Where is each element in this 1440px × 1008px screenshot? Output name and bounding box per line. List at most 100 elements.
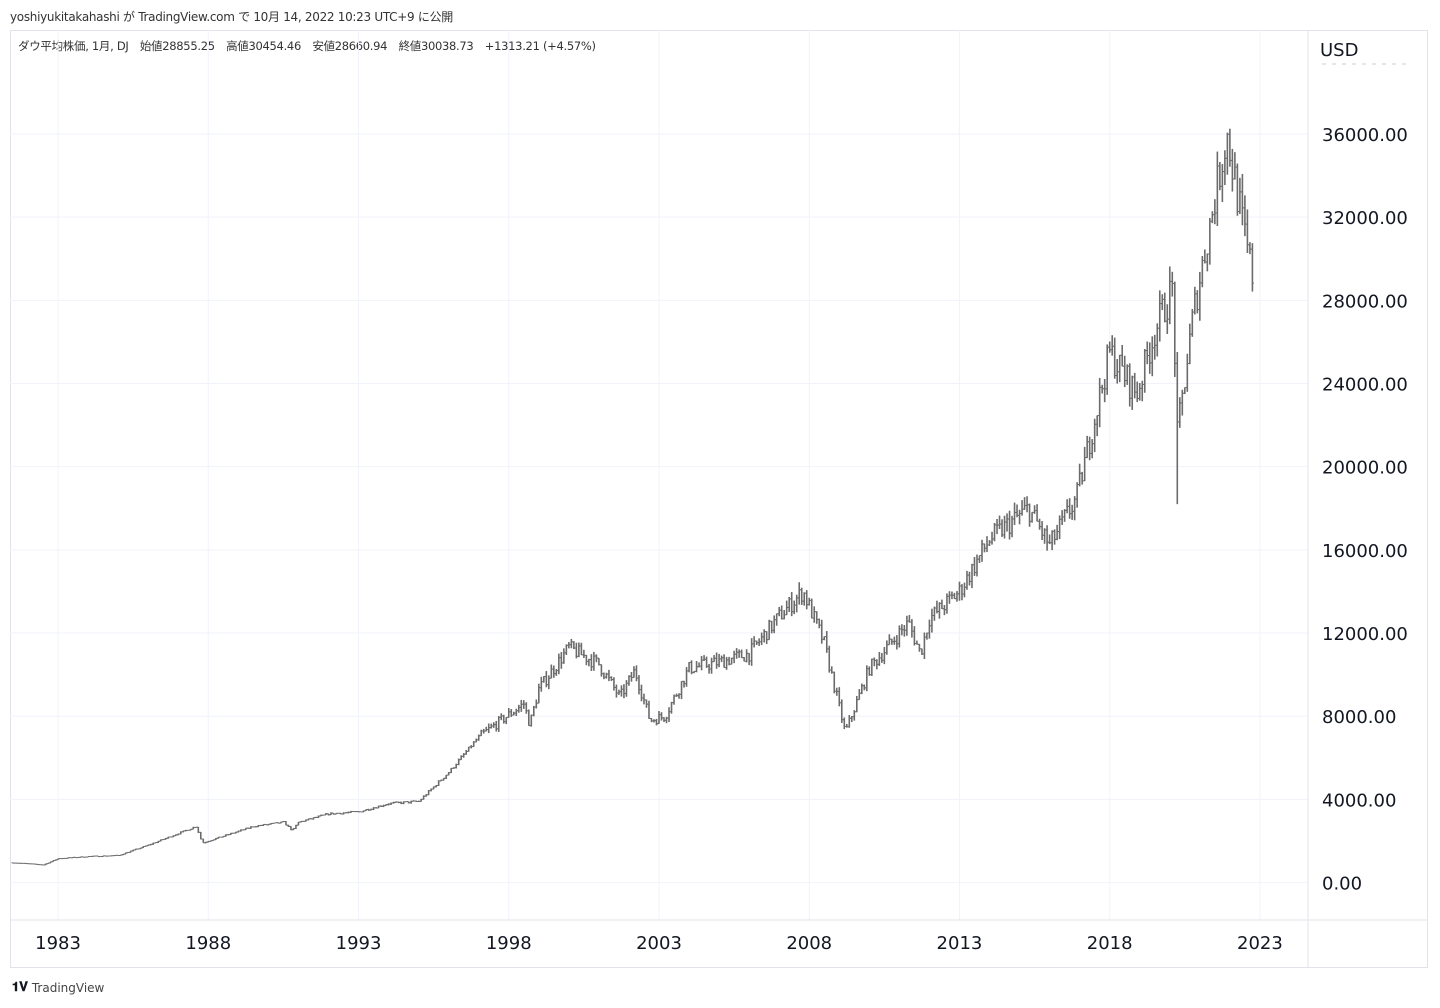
price-bar: [922, 632, 926, 659]
price-bar: [552, 665, 556, 678]
price-bar: [937, 602, 941, 619]
price-bar: [667, 707, 671, 723]
price-bar: [1090, 439, 1094, 459]
price-bar: [1173, 281, 1177, 378]
price-bar: [634, 665, 638, 682]
price-bar: [604, 672, 608, 679]
price-bar: [584, 654, 588, 666]
price-bar: [494, 720, 498, 732]
price-bar: [880, 652, 884, 663]
price-bar: [657, 711, 661, 725]
price-bar: [537, 683, 541, 704]
price-bar: [484, 726, 488, 732]
price-bar: [1138, 382, 1142, 401]
price-bar: [199, 831, 203, 840]
price-bar: [519, 699, 523, 712]
price-bar: [957, 581, 961, 601]
price-bar: [795, 594, 799, 613]
price-bar: [1035, 504, 1039, 522]
price-bar: [642, 693, 646, 705]
price-bar: [1045, 525, 1049, 551]
price-bar: [1050, 530, 1054, 551]
price-bar: [732, 650, 736, 664]
price-bar: [805, 590, 809, 610]
price-bar: [952, 592, 956, 600]
price-bar: [882, 647, 886, 665]
price-bar: [767, 619, 771, 641]
price-bar: [1113, 337, 1117, 379]
price-bar: [847, 715, 851, 728]
price-bar: [1188, 323, 1192, 365]
price-bar: [1220, 164, 1224, 203]
price-bar: [1023, 497, 1027, 510]
price-bar: [524, 702, 528, 714]
price-bar: [1008, 510, 1012, 540]
price-bar: [870, 658, 874, 676]
price-bar: [740, 649, 744, 659]
price-bar: [760, 632, 764, 646]
price-bar: [975, 554, 979, 577]
price-bar: [1005, 513, 1009, 532]
price-bar: [967, 571, 971, 586]
price-bar: [1000, 519, 1004, 537]
chart-frame: [10, 30, 1428, 968]
price-bar: [1018, 509, 1022, 525]
price-bar: [972, 556, 976, 576]
price-bar: [632, 666, 636, 679]
price-bar: [614, 684, 618, 698]
price-bar: [1205, 253, 1209, 272]
price-bar: [1063, 509, 1067, 522]
price-bar: [720, 655, 724, 663]
y-tick-label: 20000.00: [1322, 458, 1408, 479]
price-bar: [542, 676, 546, 683]
price-bar: [559, 652, 563, 669]
tradingview-brand[interactable]: 𝟏𝐕 TradingView: [12, 980, 104, 995]
price-bar: [464, 749, 468, 755]
price-bar: [980, 539, 984, 562]
price-bar: [609, 676, 613, 682]
y-tick-label: 4000.00: [1322, 790, 1396, 811]
price-bar: [895, 635, 899, 650]
x-tick-label: 2008: [786, 933, 832, 954]
price-bar: [810, 598, 814, 619]
price-bar: [1105, 344, 1109, 395]
price-bar: [1088, 436, 1092, 461]
price-bar: [965, 570, 969, 590]
price-bar: [514, 708, 518, 717]
price-bar: [877, 651, 881, 666]
price-bar: [702, 655, 706, 661]
price-bar: [1110, 335, 1114, 356]
price-bar: [577, 642, 581, 658]
price-bar: [970, 563, 974, 589]
price-bar: [815, 611, 819, 624]
price-bar: [1153, 334, 1157, 360]
price-bar: [940, 599, 944, 610]
price-bar: [775, 613, 779, 626]
x-tick-label: 1998: [486, 933, 532, 954]
price-bar: [1118, 354, 1122, 383]
price-bar: [827, 645, 831, 673]
price-bar: [832, 671, 836, 694]
price-bar: [1020, 500, 1024, 516]
y-tick-label: 24000.00: [1322, 375, 1408, 396]
price-bar: [612, 677, 616, 691]
price-bar: [1098, 377, 1102, 428]
chart-legend: ダウ平均株価, 1月, DJ 始値28855.25 高値30454.46 安値2…: [18, 38, 604, 54]
price-bar: [637, 675, 641, 695]
price-bar: [910, 619, 914, 638]
price-bar: [649, 717, 653, 723]
price-bar: [592, 651, 596, 671]
price-bar: [547, 675, 551, 690]
price-bar: [534, 699, 538, 709]
price-bar: [855, 696, 859, 713]
legend-symbol: ダウ平均株価, 1月, DJ: [18, 39, 129, 53]
price-bar: [925, 632, 929, 640]
price-bar: [792, 600, 796, 615]
price-bar: [1080, 471, 1084, 485]
price-bar: [747, 652, 751, 666]
price-bar: [1093, 418, 1097, 453]
price-bar: [1185, 353, 1189, 392]
price-bar: [1170, 271, 1174, 297]
price-bar: [1085, 435, 1089, 459]
